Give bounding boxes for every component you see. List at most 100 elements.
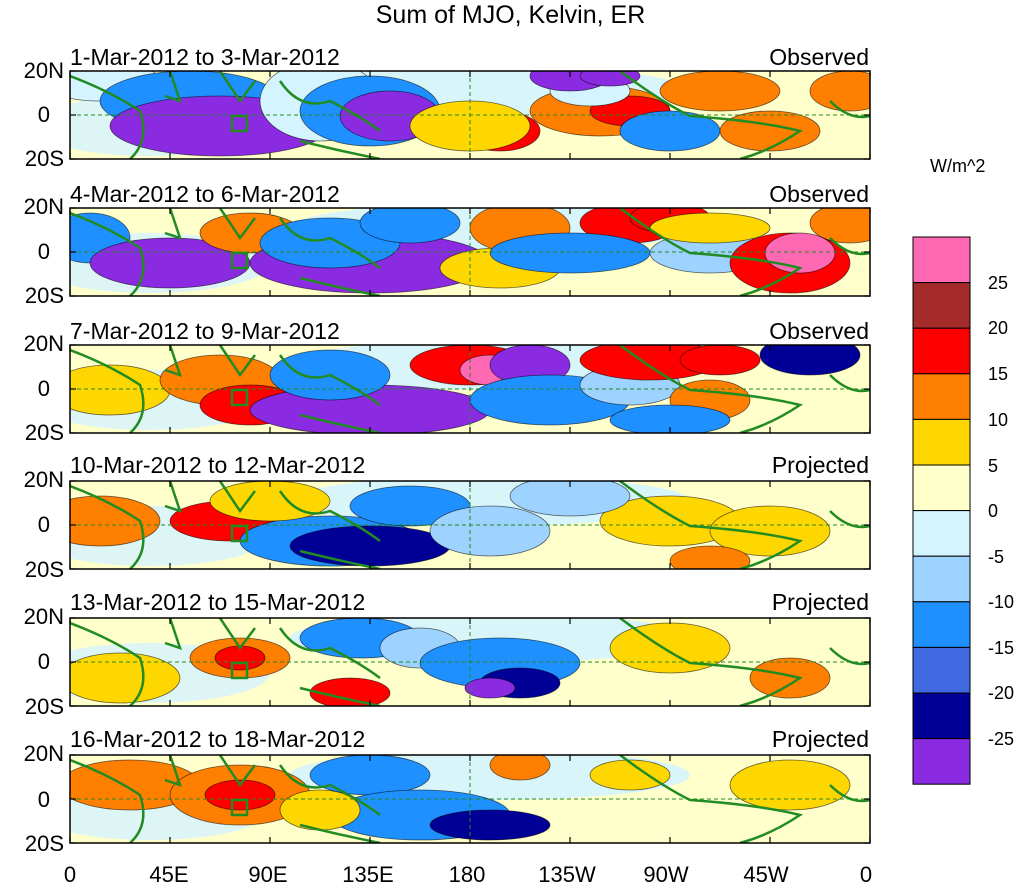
- panel-6-status: Projected: [771, 726, 869, 752]
- coastline: [164, 618, 182, 650]
- anomaly-contour: [489, 232, 651, 274]
- map-panel: [69, 207, 871, 297]
- panel-2-status: Observed: [769, 181, 869, 207]
- anomaly-contour: [309, 677, 391, 706]
- colorbar-swatch: [912, 373, 971, 420]
- lat-label: 20S: [24, 557, 64, 582]
- region-box: [230, 114, 249, 133]
- coastline: [218, 208, 256, 241]
- anomaly-contour: [609, 404, 731, 433]
- coastline: [278, 490, 381, 543]
- panel-3-status: Observed: [769, 318, 869, 344]
- lon-label: 135W: [538, 862, 596, 887]
- lat-label: 20N: [23, 194, 64, 219]
- lon-label: 0: [63, 862, 77, 887]
- anomaly-contour: [719, 110, 821, 152]
- lat-label: 20S: [24, 283, 64, 308]
- coastline: [299, 823, 381, 843]
- anomaly-contour: [509, 481, 631, 517]
- coastline: [299, 139, 381, 159]
- coastline: [619, 481, 804, 569]
- coastline: [218, 71, 256, 104]
- anomaly-contour: [464, 677, 516, 699]
- colorbar-label: 5: [988, 456, 999, 476]
- anomaly-contour: [289, 525, 451, 567]
- lat-label: 20S: [24, 694, 64, 719]
- anomaly-contour: [809, 208, 870, 244]
- panel-1-date: 1-Mar-2012 to 3-Mar-2012: [70, 44, 340, 70]
- colorbar-label: -20: [988, 683, 1015, 703]
- coastline: [619, 208, 804, 296]
- coastline: [218, 618, 256, 651]
- colorbar-swatch: [912, 418, 971, 466]
- colorbar-label: -5: [988, 547, 1005, 567]
- lat-label: 20N: [23, 467, 64, 492]
- lat-label: 20N: [23, 331, 64, 356]
- colorbar-units: W/m^2: [930, 156, 986, 176]
- panel-1-status: Observed: [769, 44, 869, 70]
- anomaly-contour: [70, 364, 171, 416]
- lat-label: 0: [37, 512, 50, 537]
- region-box: [230, 661, 249, 680]
- anomaly-contour: [709, 505, 831, 557]
- anomaly-contour: [429, 505, 551, 557]
- coastline: [619, 345, 804, 433]
- coastline: [218, 755, 256, 788]
- anomaly-contour: [489, 755, 551, 781]
- coastline: [278, 354, 381, 407]
- lon-label: 90W: [643, 862, 689, 887]
- coastline: [619, 755, 804, 843]
- anomaly-contour: [204, 779, 276, 811]
- figure-title: Sum of MJO, Kelvin, ER: [375, 1, 646, 29]
- anomaly-contour: [70, 652, 181, 704]
- coastline: [299, 686, 381, 706]
- colorbar-swatch: [912, 601, 971, 648]
- coastline: [278, 764, 381, 817]
- panel-2-date: 4-Mar-2012 to 6-Mar-2012: [70, 181, 340, 207]
- coastline: [70, 621, 145, 706]
- anomaly-contour: [809, 71, 870, 112]
- coastline: [164, 208, 182, 240]
- anomaly-contour: [729, 759, 851, 811]
- colorbar-swatch: [912, 282, 971, 329]
- lat-label: 0: [37, 376, 50, 401]
- lon-label: 90E: [248, 862, 288, 887]
- map-panel: [69, 754, 871, 844]
- lat-label: 20S: [24, 146, 64, 171]
- anomaly-contour: [429, 809, 551, 841]
- lat-label: 20N: [23, 604, 64, 629]
- coastline: [70, 211, 145, 296]
- region-box: [230, 388, 249, 407]
- coastline: [164, 345, 182, 377]
- lon-label: 45E: [149, 862, 189, 887]
- coastline: [278, 80, 381, 133]
- colorbar-label: -25: [988, 729, 1015, 749]
- colorbar-label: 0: [988, 501, 999, 521]
- colorbar-label: -15: [988, 638, 1015, 658]
- panel-4-status: Projected: [771, 452, 869, 478]
- anomaly-contour: [669, 545, 751, 569]
- colorbar-swatch: [912, 692, 971, 740]
- coastline: [278, 217, 381, 270]
- anomaly-contour: [70, 495, 161, 547]
- panel-5-date: 13-Mar-2012 to 15-Mar-2012: [70, 589, 366, 615]
- lat-label: 20S: [24, 420, 64, 445]
- lat-label: 20S: [24, 831, 64, 856]
- colorbar-swatch: [912, 464, 971, 512]
- panel-6-date: 16-Mar-2012 to 18-Mar-2012: [70, 726, 366, 752]
- colorbar-swatch: [912, 510, 971, 557]
- lat-label: 0: [37, 239, 50, 264]
- lat-label: 0: [37, 649, 50, 674]
- panel-3-date: 7-Mar-2012 to 9-Mar-2012: [70, 318, 340, 344]
- anomaly-contour: [579, 71, 641, 87]
- anomaly-contour: [359, 208, 461, 244]
- anomaly-contour: [759, 345, 861, 376]
- map-panel: [69, 480, 871, 570]
- map-panel: [69, 344, 871, 434]
- colorbar-swatch: [912, 738, 971, 785]
- colorbar-swatch: [912, 555, 971, 603]
- region-box: [230, 798, 249, 817]
- colorbar-label: 15: [988, 364, 1009, 384]
- colorbar: [912, 236, 971, 785]
